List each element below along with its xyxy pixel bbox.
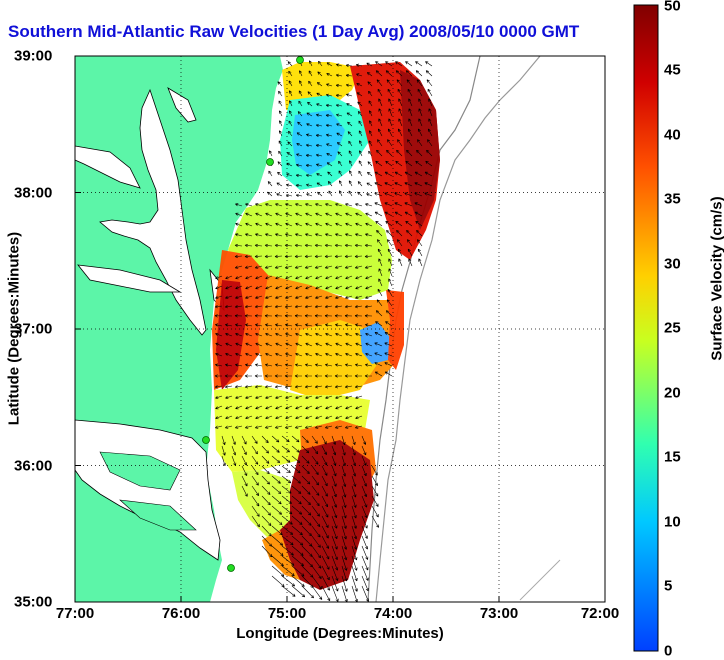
x-tick-label: 72:00	[581, 605, 619, 622]
y-tick-label: 35:00	[14, 594, 52, 611]
x-tick-label: 75:00	[268, 605, 306, 622]
colorbar-label: Surface Velocity (cm/s)	[709, 179, 724, 379]
y-tick-label: 39:00	[14, 48, 52, 65]
y-tick-label: 38:00	[14, 184, 52, 201]
colorbar-tick: 25	[664, 320, 681, 337]
station-marker	[267, 159, 274, 166]
x-tick-label: 74:00	[374, 605, 412, 622]
colorbar-tick: 0	[664, 643, 672, 660]
x-tick-label: 76:00	[162, 605, 200, 622]
colorbar-tick: 15	[664, 449, 681, 466]
colorbar-tick: 35	[664, 191, 681, 208]
colorbar-tick: 50	[664, 0, 681, 15]
colorbar-tick: 30	[664, 256, 681, 273]
colorbar-tick: 5	[664, 578, 672, 595]
x-axis-label: Longitude (Degrees:Minutes)	[236, 625, 444, 642]
y-tick-label: 36:00	[14, 457, 52, 474]
y-axis-label: Latitude (Degrees:Minutes)	[6, 229, 23, 429]
x-tick-label: 77:00	[56, 605, 94, 622]
station-marker	[297, 57, 304, 64]
colorbar-tick: 45	[664, 62, 681, 79]
station-marker	[203, 437, 210, 444]
x-tick-label: 73:00	[480, 605, 518, 622]
colorbar	[634, 5, 658, 651]
colorbar-tick: 10	[664, 514, 681, 531]
station-marker	[228, 565, 235, 572]
colorbar-tick: 20	[664, 385, 681, 402]
colorbar-tick: 40	[664, 127, 681, 144]
